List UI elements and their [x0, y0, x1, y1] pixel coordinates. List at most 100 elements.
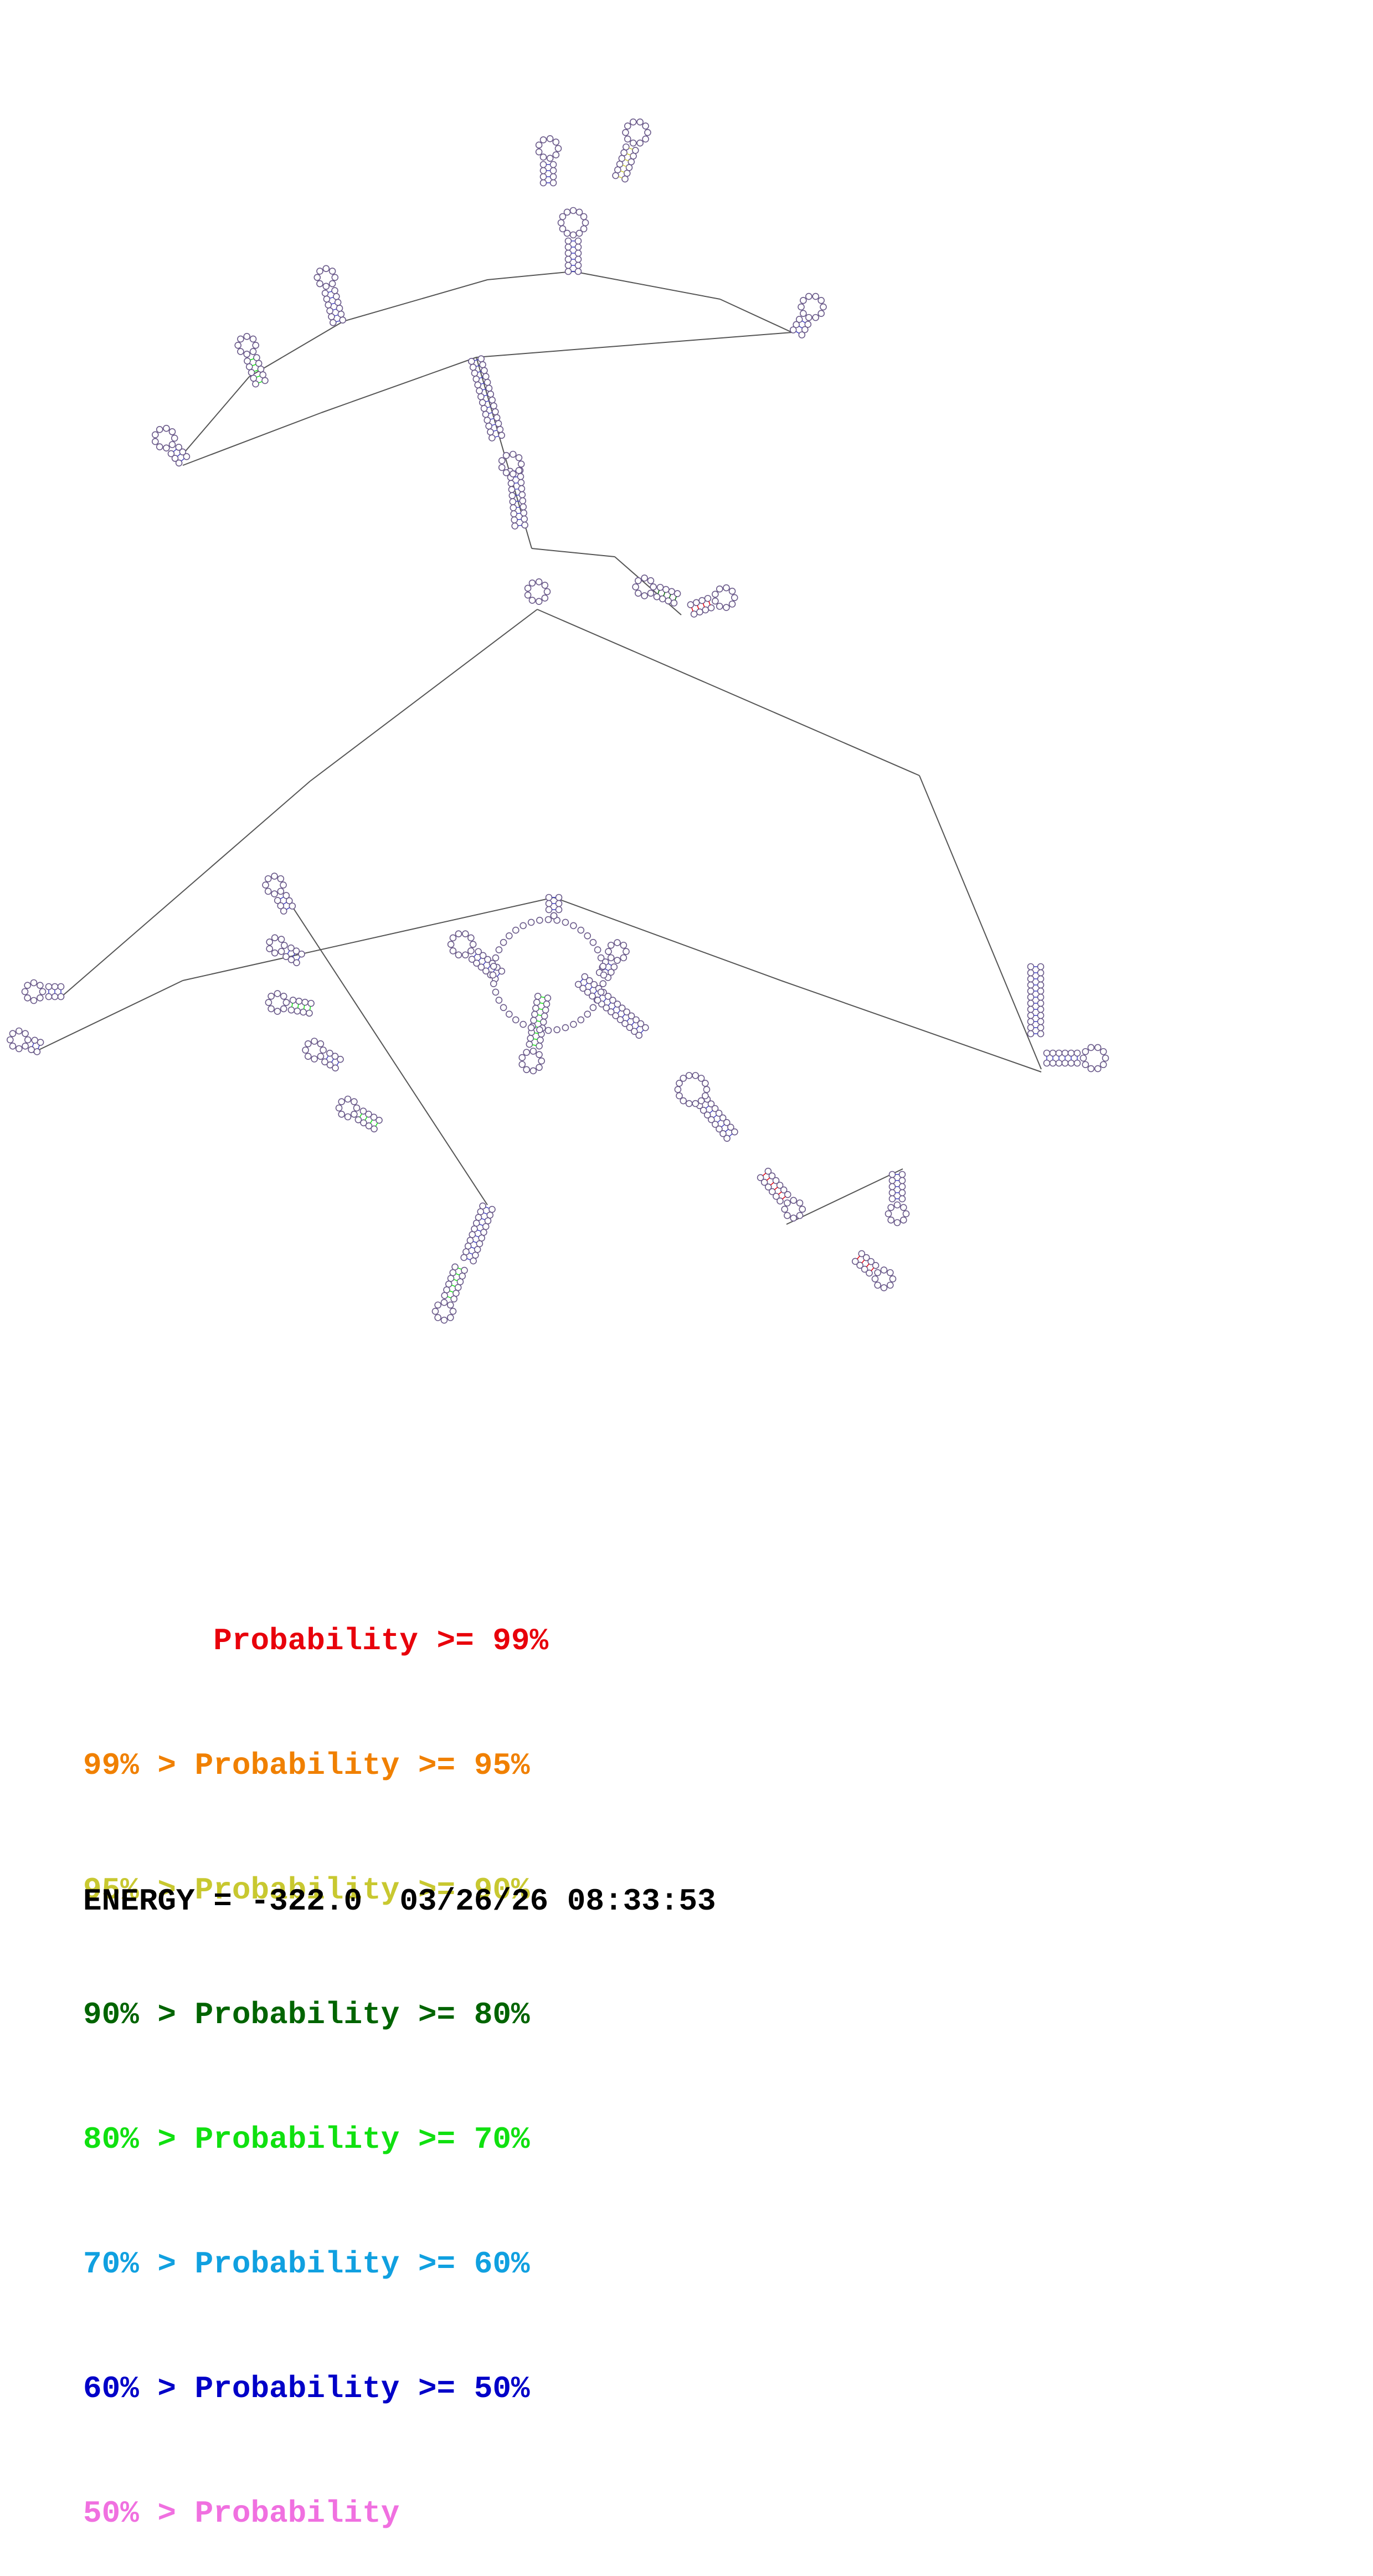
base-pair	[472, 1241, 477, 1243]
nucleotide	[712, 597, 719, 605]
nucleotide	[647, 577, 655, 584]
nucleotide	[554, 145, 562, 152]
nucleotide	[24, 1036, 32, 1044]
nucleotide	[575, 208, 583, 216]
nucleotide	[317, 1053, 325, 1060]
helix	[274, 892, 296, 915]
nucleotide	[625, 164, 633, 171]
backbone-segment	[487, 271, 574, 280]
nucleotide	[1027, 999, 1035, 1007]
nucleotide	[614, 1000, 621, 1008]
nucleotide	[680, 1075, 687, 1082]
nucleotide	[37, 1039, 44, 1046]
nucleotide	[1027, 1005, 1035, 1013]
nucleotide	[304, 1053, 312, 1060]
base-pair	[762, 1173, 767, 1176]
nucleotide	[234, 341, 242, 349]
nucleotide	[528, 597, 536, 604]
base-pair	[359, 1113, 362, 1117]
nucleotide	[703, 1111, 711, 1118]
base-pair	[336, 320, 340, 322]
base-pair	[451, 1285, 456, 1287]
nucleotide	[538, 1057, 545, 1065]
helix	[612, 143, 639, 183]
nucleotide	[517, 460, 525, 468]
nucleotide	[521, 521, 528, 529]
nucleotide	[577, 1016, 585, 1024]
nucleotide	[539, 161, 547, 168]
base-pair	[515, 494, 520, 496]
base-pair	[286, 907, 290, 910]
nucleotide	[886, 1269, 894, 1276]
nucleotide	[536, 1042, 543, 1050]
base-pair	[663, 592, 666, 597]
nucleotide	[769, 1188, 776, 1195]
nucleotide	[489, 971, 497, 979]
nucleotide	[636, 139, 644, 147]
base-pair	[861, 1259, 865, 1264]
nucleotide	[533, 998, 541, 1006]
nucleotide	[179, 448, 187, 456]
nucleotide	[322, 283, 330, 290]
nucleotide	[477, 355, 485, 362]
nucleotide	[539, 173, 547, 181]
base-pair	[657, 590, 660, 594]
nucleotide	[268, 992, 275, 1000]
nucleotide	[1094, 1065, 1102, 1073]
nucleotide	[621, 175, 629, 183]
nucleotide	[492, 408, 499, 415]
nucleotide	[443, 1286, 450, 1294]
base-pair	[482, 388, 486, 391]
nucleotide	[447, 941, 455, 948]
nucleotide	[264, 875, 272, 882]
helix	[28, 1036, 44, 1055]
nucleotide	[156, 426, 163, 433]
nucleotide	[237, 348, 244, 355]
nucleotide	[449, 947, 457, 955]
nucleotide	[795, 316, 803, 323]
nucleotide	[780, 1186, 788, 1194]
nucleotide	[469, 941, 477, 948]
nucleotide	[331, 1053, 339, 1060]
nucleotide	[888, 1195, 896, 1203]
nucleotide	[893, 1219, 901, 1227]
backbone-segment	[321, 357, 477, 413]
base-pair	[594, 990, 598, 994]
base-pair	[457, 1268, 462, 1270]
nucleotide	[515, 466, 523, 474]
nucleotide	[796, 1199, 804, 1207]
base-pair	[38, 1045, 40, 1049]
nucleotide	[637, 1020, 645, 1028]
base-pair	[624, 159, 629, 161]
nucleotide	[507, 480, 515, 488]
nucleotide	[680, 1097, 687, 1105]
legend-row-80: 90% > Probability >= 80%	[83, 1997, 530, 2033]
nucleotide	[817, 310, 825, 317]
nucleotide	[564, 261, 572, 269]
base-pair	[605, 968, 609, 971]
nucleotide	[484, 1217, 492, 1225]
legend-row-70: 80% > Probability >= 70%	[83, 2122, 530, 2157]
hairpin-loop	[302, 1038, 327, 1063]
nucleotide	[564, 237, 572, 245]
nucleotide	[563, 208, 571, 216]
nucleotide	[536, 1051, 543, 1058]
nucleotide	[580, 225, 588, 233]
nucleotide	[1067, 1049, 1075, 1057]
nucleotide	[524, 584, 532, 592]
nucleotide	[893, 1201, 901, 1209]
nucleotide	[544, 1027, 552, 1034]
nucleotide	[328, 280, 336, 288]
nucleotide	[781, 1205, 789, 1213]
nucleotide	[635, 577, 642, 584]
nucleotide	[603, 1004, 610, 1012]
nucleotide	[462, 930, 469, 937]
nucleotide	[900, 1204, 907, 1211]
nucleotide	[856, 1261, 863, 1269]
hairpin-loop	[266, 934, 288, 957]
nucleotide	[880, 1284, 888, 1291]
nucleotide	[152, 431, 159, 439]
nucleotide	[289, 997, 297, 1004]
nucleotide	[339, 316, 346, 324]
nucleotide	[280, 907, 287, 915]
